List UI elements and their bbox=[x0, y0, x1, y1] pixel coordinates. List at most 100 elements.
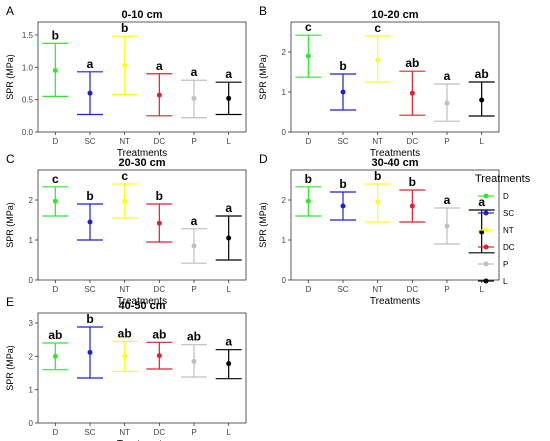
panels: A 0-10 cm0.00.51.01.5DbSCaNTbDCaPaLaTreat… bbox=[5, 4, 499, 441]
mean-point bbox=[157, 93, 162, 98]
mean-point bbox=[192, 96, 197, 101]
y-tick-label: 2 bbox=[29, 196, 34, 205]
x-tick-label: P bbox=[191, 137, 196, 146]
y-tick-label: 2 bbox=[282, 196, 287, 205]
panel-tag: B bbox=[259, 4, 267, 18]
y-tick-label: 1.5 bbox=[22, 31, 34, 40]
significance-letter: a bbox=[191, 65, 198, 79]
y-tick-label: 0 bbox=[282, 128, 287, 137]
panel-C: C 20-30 cm012DcSCbNTcDCbPaLaTreatmentsSPR… bbox=[5, 152, 246, 307]
y-tick-label: 1 bbox=[29, 236, 34, 245]
x-tick-label: P bbox=[191, 428, 196, 437]
x-tick-label: D bbox=[52, 285, 58, 294]
plot-area bbox=[38, 313, 246, 423]
legend-swatch-point bbox=[484, 211, 489, 216]
y-tick-label: 0.0 bbox=[22, 128, 34, 137]
x-tick-label: DC bbox=[154, 137, 166, 146]
x-tick-label: NT bbox=[119, 428, 130, 437]
significance-letter: c bbox=[305, 20, 312, 34]
significance-letter: ab bbox=[118, 326, 132, 340]
x-tick-label: D bbox=[52, 137, 58, 146]
mean-point bbox=[122, 199, 127, 204]
mean-point bbox=[341, 204, 346, 209]
plot-area bbox=[291, 170, 499, 280]
significance-letter: a bbox=[156, 59, 163, 73]
x-tick-label: P bbox=[444, 137, 449, 146]
legend-swatch-point bbox=[484, 279, 489, 284]
panel-title: 10-20 cm bbox=[371, 9, 418, 21]
significance-letter: b bbox=[339, 177, 346, 191]
significance-letter: b bbox=[52, 28, 59, 42]
mean-point bbox=[88, 91, 93, 96]
mean-point bbox=[53, 354, 58, 359]
x-tick-label: P bbox=[444, 285, 449, 294]
significance-letter: b bbox=[121, 21, 128, 35]
significance-letter: ab bbox=[152, 327, 166, 341]
significance-letter: b bbox=[339, 59, 346, 73]
x-tick-label: NT bbox=[372, 137, 383, 146]
x-tick-label: SC bbox=[84, 285, 95, 294]
y-tick-label: 3 bbox=[29, 319, 34, 328]
significance-letter: c bbox=[52, 172, 59, 186]
significance-letter: a bbox=[444, 69, 451, 83]
x-tick-label: L bbox=[226, 428, 231, 437]
x-tick-label: DC bbox=[154, 285, 166, 294]
significance-letter: a bbox=[225, 67, 232, 81]
significance-letter: ab bbox=[405, 56, 419, 70]
panel-title: 0-10 cm bbox=[122, 9, 163, 21]
x-tick-label: L bbox=[479, 137, 484, 146]
significance-letter: ab bbox=[48, 328, 62, 342]
y-axis-title: SPR (MPa) bbox=[5, 54, 15, 100]
panel-A: A 0-10 cm 0.0 0.5 1.0 1.5 Db SC a NT b DC a Pa La Treat… bbox=[5, 4, 246, 159]
y-tick-label: 1 bbox=[29, 386, 34, 395]
significance-letter: b bbox=[86, 312, 93, 326]
panel-title: 30-40 cm bbox=[371, 157, 418, 169]
mean-point bbox=[122, 63, 127, 68]
y-tick-label: 0 bbox=[29, 419, 34, 428]
x-tick-label: L bbox=[226, 137, 231, 146]
significance-letter: ab bbox=[475, 67, 489, 81]
x-tick-label: NT bbox=[119, 285, 130, 294]
legend-label: P bbox=[503, 260, 508, 269]
legend-label: SC bbox=[503, 209, 514, 218]
x-tick-label: DC bbox=[154, 428, 166, 437]
x-tick-label: DC bbox=[407, 137, 419, 146]
y-axis-title: SPR (MPa) bbox=[258, 202, 268, 248]
mean-point bbox=[445, 101, 450, 106]
significance-letter: b bbox=[156, 189, 163, 203]
significance-letter: a bbox=[225, 335, 232, 349]
x-tick-label: D bbox=[305, 137, 311, 146]
plot-area bbox=[291, 22, 499, 132]
legend-swatch-point bbox=[484, 194, 489, 199]
y-tick-label: 1.0 bbox=[22, 63, 34, 72]
y-axis-title: SPR (MPa) bbox=[5, 202, 15, 248]
panel-E: E40-50 cm0123DabSCbNTabDCabPabLaTreatmen… bbox=[5, 295, 246, 441]
y-tick-label: 0.5 bbox=[22, 96, 34, 105]
significance-letter: c bbox=[374, 21, 381, 35]
legend-label: DC bbox=[503, 243, 515, 252]
mean-point bbox=[479, 98, 484, 103]
legend-label: L bbox=[503, 277, 508, 286]
legend-title: Treatments bbox=[475, 173, 531, 185]
y-axis-title: SPR (MPa) bbox=[5, 345, 15, 391]
panel-tag: C bbox=[6, 152, 15, 166]
mean-point bbox=[88, 220, 93, 225]
significance-letter: b bbox=[374, 169, 381, 183]
y-tick-label: 2 bbox=[282, 48, 287, 57]
legend-swatch-point bbox=[484, 245, 489, 250]
panel-tag: E bbox=[6, 295, 14, 309]
significance-letter: b bbox=[305, 172, 312, 186]
x-tick-label: DC bbox=[407, 285, 419, 294]
panel-title: 40-50 cm bbox=[118, 300, 165, 312]
x-tick-label: L bbox=[479, 285, 484, 294]
y-axis-title: SPR (MPa) bbox=[258, 54, 268, 100]
x-tick-label: SC bbox=[337, 137, 348, 146]
mean-point bbox=[53, 199, 58, 204]
y-tick-label: 0 bbox=[29, 276, 34, 285]
significance-letter: a bbox=[444, 193, 451, 207]
panel-tag: A bbox=[6, 4, 14, 18]
x-tick-label: SC bbox=[337, 285, 348, 294]
mean-point bbox=[445, 224, 450, 229]
y-tick-label: 0 bbox=[282, 276, 287, 285]
mean-point bbox=[226, 361, 231, 366]
